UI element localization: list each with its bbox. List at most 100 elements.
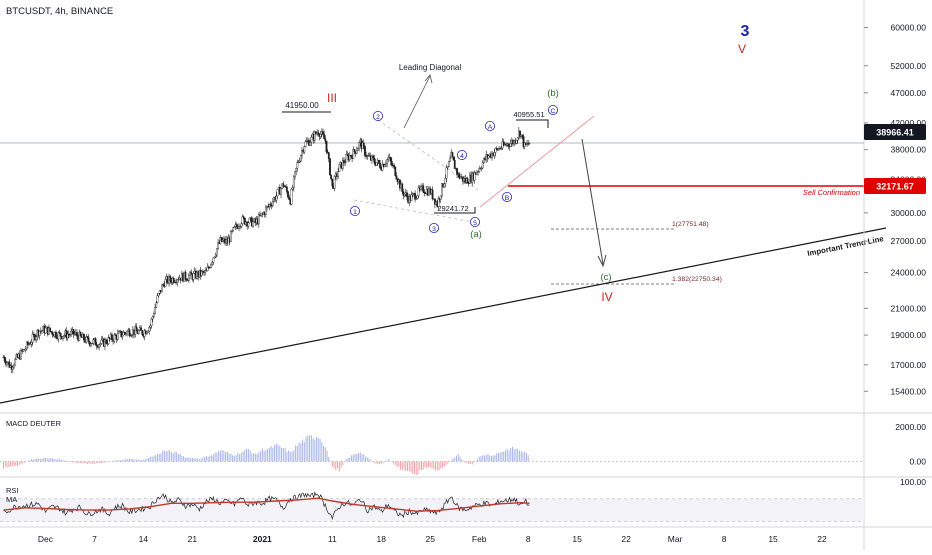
time-tick-label[interactable]: 11 bbox=[328, 534, 337, 544]
candle-body bbox=[416, 195, 419, 199]
candle-body bbox=[155, 302, 158, 308]
axes-layer[interactable]: 60000.0052000.0047000.0042000.0038000.00… bbox=[38, 22, 926, 544]
time-tick-label[interactable]: 8 bbox=[526, 534, 531, 544]
candle-body bbox=[83, 333, 85, 341]
candle-body bbox=[120, 330, 123, 337]
circled-wave-5: 5 bbox=[469, 216, 480, 227]
time-tick-label[interactable]: 22 bbox=[817, 534, 827, 544]
price-tick-label[interactable]: 42000.00 bbox=[891, 118, 927, 128]
time-tick-label[interactable]: Feb bbox=[472, 534, 487, 544]
time-tick-label[interactable]: 18 bbox=[377, 534, 387, 544]
price-tick-label[interactable]: 60000.00 bbox=[891, 22, 927, 32]
macd-title: MACD DEUTER bbox=[6, 419, 62, 428]
candle-body bbox=[353, 149, 356, 152]
candle-body bbox=[88, 341, 91, 346]
price-tick-label[interactable]: 15400.00 bbox=[891, 386, 927, 396]
candle-body bbox=[444, 178, 447, 184]
price-tick-label[interactable]: 27000.00 bbox=[891, 236, 927, 246]
low-29241-marker bbox=[434, 207, 476, 214]
svg-text:5: 5 bbox=[473, 220, 477, 227]
price-tick-label[interactable]: 38000.00 bbox=[891, 145, 927, 155]
candle-body bbox=[121, 334, 124, 337]
high-40955-marker bbox=[516, 119, 549, 128]
candle-body bbox=[90, 343, 92, 346]
candle-body bbox=[49, 327, 52, 332]
candle-body bbox=[344, 161, 347, 164]
price-tick-label[interactable]: 47000.00 bbox=[891, 88, 927, 98]
candle-body bbox=[257, 214, 260, 225]
candle-body bbox=[453, 160, 456, 169]
circled-wave-1: 1 bbox=[349, 205, 360, 216]
time-tick-label[interactable]: 21 bbox=[188, 534, 198, 544]
candle-body bbox=[30, 342, 33, 345]
price-tick-label[interactable]: 30000.00 bbox=[891, 208, 927, 218]
candle-body bbox=[378, 160, 380, 164]
time-tick-label[interactable]: Mar bbox=[668, 534, 683, 544]
candle-body bbox=[406, 192, 408, 197]
candle-body bbox=[51, 331, 54, 336]
candle-body bbox=[291, 187, 294, 190]
candle-body bbox=[6, 362, 8, 365]
candle-body bbox=[238, 226, 240, 229]
time-tick-label[interactable]: 15 bbox=[768, 534, 778, 544]
price-tick-label[interactable]: 24000.00 bbox=[891, 268, 927, 278]
time-tick-label[interactable]: 14 bbox=[139, 534, 149, 544]
time-tick-label[interactable]: 15 bbox=[572, 534, 582, 544]
wave-iii-label: III bbox=[327, 91, 337, 105]
time-tick-label[interactable]: 7 bbox=[92, 534, 97, 544]
candle-body bbox=[348, 155, 351, 161]
price-tick-label[interactable]: 52000.00 bbox=[891, 61, 927, 71]
candle-body bbox=[521, 134, 524, 137]
candle-body bbox=[211, 261, 214, 265]
price-tick-label[interactable]: 17000.00 bbox=[891, 360, 927, 370]
candle-body bbox=[519, 130, 521, 137]
candle-body bbox=[330, 174, 333, 180]
candle-body bbox=[118, 331, 120, 334]
candle-body bbox=[285, 186, 288, 192]
svg-text:2: 2 bbox=[376, 114, 380, 121]
candle-body bbox=[85, 336, 88, 343]
candle-body bbox=[151, 316, 154, 320]
time-tick-label[interactable]: Dec bbox=[38, 534, 54, 544]
candle-body bbox=[287, 191, 289, 198]
circled-wave-3: 3 bbox=[428, 222, 439, 233]
candle-body bbox=[292, 176, 295, 188]
candle-body bbox=[72, 329, 75, 335]
candle-body bbox=[296, 162, 299, 169]
candle-body bbox=[149, 325, 152, 328]
candle-body bbox=[269, 204, 272, 206]
candle-body bbox=[63, 335, 66, 337]
candle-body bbox=[417, 187, 420, 196]
time-tick-label[interactable]: 25 bbox=[426, 534, 436, 544]
candle-body bbox=[177, 279, 180, 281]
candle-body bbox=[327, 152, 330, 159]
candle-body bbox=[303, 146, 306, 153]
candle-body bbox=[333, 176, 336, 189]
candle-body bbox=[44, 327, 47, 334]
candle-body bbox=[128, 329, 131, 336]
candle-body bbox=[516, 137, 519, 141]
macd-tick-label: 2000.00 bbox=[895, 422, 926, 432]
candle-body bbox=[157, 293, 160, 296]
time-tick-label[interactable]: 8 bbox=[722, 534, 727, 544]
time-tick-label[interactable]: 2021 bbox=[253, 534, 272, 544]
candle-body bbox=[70, 331, 73, 336]
candle-body bbox=[324, 138, 327, 142]
candle-body bbox=[260, 213, 263, 216]
candle-body bbox=[446, 166, 449, 168]
candle-body bbox=[299, 155, 302, 162]
price-tick-label[interactable]: 19000.00 bbox=[891, 330, 927, 340]
candle-body bbox=[352, 149, 355, 159]
time-tick-label[interactable]: 22 bbox=[621, 534, 631, 544]
candle-body bbox=[57, 332, 60, 340]
candle-body bbox=[150, 318, 153, 326]
candle-body bbox=[187, 275, 190, 281]
candle-body bbox=[343, 160, 345, 164]
candle-body bbox=[402, 191, 405, 196]
price-tick-label[interactable]: 21000.00 bbox=[891, 303, 927, 313]
wave-c-label: (c) bbox=[600, 272, 611, 283]
candle-body bbox=[301, 150, 303, 156]
candle-body bbox=[355, 150, 358, 154]
